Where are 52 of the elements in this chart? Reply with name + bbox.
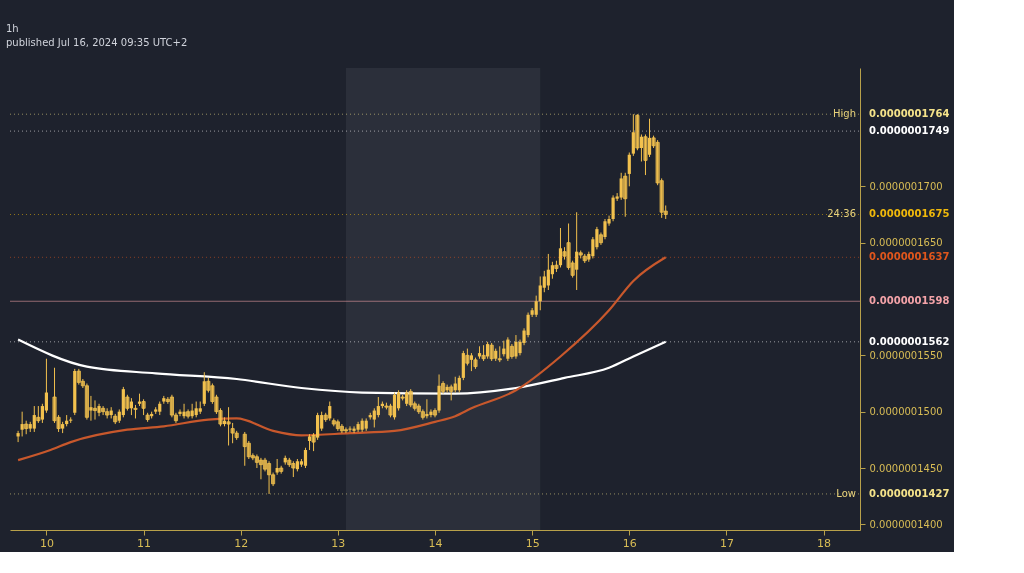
candlestick bbox=[303, 447, 308, 469]
x-tick-label: 13 bbox=[331, 536, 346, 550]
candlestick bbox=[546, 253, 550, 291]
candlestick bbox=[611, 194, 615, 222]
text: published Jul 16, 2024 09:35 UTC+2 bbox=[6, 37, 188, 48]
ref-line-label: 0.0000001427 bbox=[869, 487, 950, 499]
candlestick bbox=[627, 152, 631, 187]
y-tick-label: 0.0000001550 bbox=[869, 349, 943, 361]
x-tick-label: 17 bbox=[719, 536, 734, 550]
candlestick bbox=[348, 425, 352, 433]
candlestick bbox=[647, 118, 652, 158]
candlestick bbox=[93, 399, 97, 421]
x-tick-label: 15 bbox=[525, 536, 540, 550]
x-tick-label: 16 bbox=[622, 536, 637, 550]
candlestick bbox=[534, 295, 538, 318]
candlestick bbox=[101, 405, 106, 416]
line-series bbox=[17, 256, 667, 462]
candlestick bbox=[258, 457, 263, 480]
ref-line-label: 0.0000001764 bbox=[869, 108, 950, 120]
candlestick bbox=[372, 407, 376, 428]
x-tick-label: 10 bbox=[39, 536, 54, 550]
candlestick bbox=[538, 275, 542, 311]
candlestick bbox=[182, 403, 186, 419]
y-tick-label: 0.0000001500 bbox=[869, 406, 943, 418]
ref-line-label: 0.0000001675 bbox=[869, 208, 950, 220]
candlestick bbox=[425, 398, 429, 419]
candlestick bbox=[343, 426, 348, 434]
candlestick bbox=[376, 396, 380, 418]
candlestick bbox=[619, 172, 623, 201]
x-tick-label: 11 bbox=[137, 536, 152, 550]
ref-line-label: 0.0000001749 bbox=[869, 125, 950, 137]
candlestick bbox=[242, 431, 247, 467]
ref-line-label: 0.0000001598 bbox=[869, 295, 950, 307]
y-tick-label: 0.0000001400 bbox=[869, 518, 943, 530]
annotation: 24:36 bbox=[827, 208, 856, 220]
ref-line-label: 0.0000001562 bbox=[869, 335, 950, 347]
candlestick bbox=[352, 425, 356, 434]
ref-line-label: 0.0000001637 bbox=[869, 251, 950, 263]
candlestick bbox=[514, 334, 518, 360]
x-tick-label: 12 bbox=[234, 536, 249, 550]
annotation: High bbox=[833, 108, 856, 120]
line-series bbox=[17, 338, 667, 395]
y-tick-label: 0.0000001450 bbox=[869, 462, 943, 474]
chart-title: 1h bbox=[6, 23, 19, 34]
x-tick-label: 14 bbox=[428, 536, 443, 550]
candlestick bbox=[20, 411, 24, 437]
y-tick-label: 0.0000001700 bbox=[869, 180, 943, 192]
candlestick bbox=[623, 172, 628, 218]
y-tick-label: 0.0000001650 bbox=[869, 237, 943, 249]
x-tick-label: 18 bbox=[817, 536, 832, 550]
annotation: Low bbox=[836, 487, 856, 499]
candlestick bbox=[506, 336, 510, 362]
